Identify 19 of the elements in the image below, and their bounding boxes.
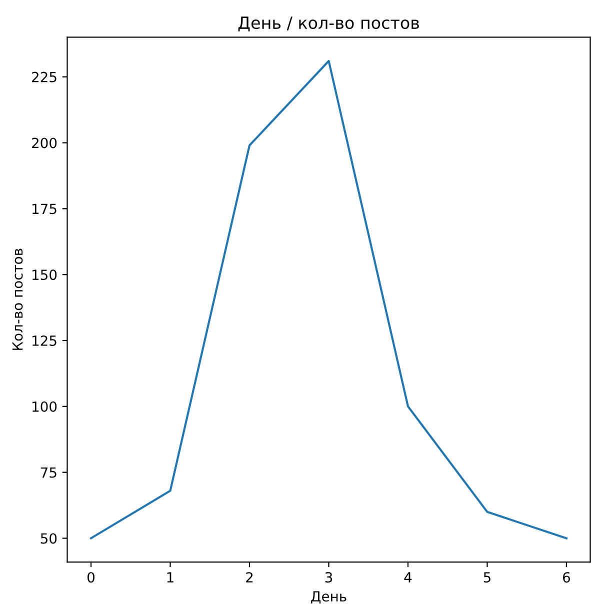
chart-title: День / кол-во постов	[238, 16, 419, 32]
x-tick-label: 5	[484, 572, 490, 583]
y-tick-label: 225	[32, 72, 56, 82]
x-tick-label: 4	[404, 572, 412, 582]
line-series	[90, 60, 568, 540]
y-axis-title: Кол-во постов	[12, 248, 23, 350]
x-tick-label: 1	[167, 572, 174, 582]
x-tick-label: 6	[563, 572, 570, 583]
y-tick-label: 150	[32, 270, 57, 280]
y-tick-label: 125	[32, 335, 56, 346]
x-axis-title: День	[311, 591, 346, 604]
y-tick-label: 200	[32, 138, 57, 148]
x-tick-label: 3	[325, 572, 332, 583]
x-tick-label: 2	[246, 572, 253, 582]
y-tick-label: 175	[32, 204, 56, 214]
y-tick-label: 100	[32, 401, 57, 412]
x-tick-label: 0	[88, 572, 95, 583]
y-tick-label: 50	[40, 533, 57, 544]
y-tick-label: 75	[40, 467, 56, 478]
